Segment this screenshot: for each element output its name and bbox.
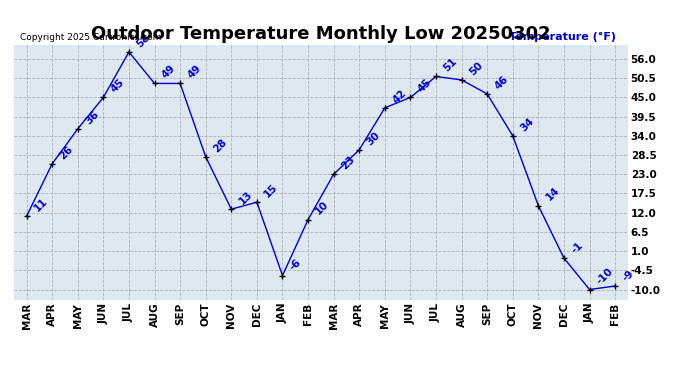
Text: 13: 13 bbox=[237, 189, 254, 206]
Text: Copyright 2025 Curtronics.com: Copyright 2025 Curtronics.com bbox=[20, 33, 161, 42]
Text: 36: 36 bbox=[83, 109, 101, 126]
Text: 58: 58 bbox=[135, 32, 152, 49]
Text: 45: 45 bbox=[109, 77, 126, 94]
Text: 23: 23 bbox=[339, 154, 357, 171]
Text: 10: 10 bbox=[314, 200, 331, 217]
Text: 50: 50 bbox=[467, 60, 484, 77]
Text: 26: 26 bbox=[58, 144, 75, 161]
Text: 11: 11 bbox=[32, 196, 50, 213]
Text: 28: 28 bbox=[211, 136, 228, 154]
Text: 46: 46 bbox=[493, 74, 510, 91]
Text: 34: 34 bbox=[518, 116, 535, 133]
Text: 45: 45 bbox=[416, 77, 433, 94]
Title: Outdoor Temperature Monthly Low 20250302: Outdoor Temperature Monthly Low 20250302 bbox=[91, 26, 551, 44]
Text: 15: 15 bbox=[262, 182, 279, 200]
Text: 49: 49 bbox=[186, 63, 203, 81]
Text: 14: 14 bbox=[544, 186, 561, 203]
Text: -6: -6 bbox=[288, 258, 303, 273]
Text: -10: -10 bbox=[595, 266, 615, 287]
Text: 30: 30 bbox=[365, 130, 382, 147]
Text: 51: 51 bbox=[442, 56, 459, 74]
Text: -9: -9 bbox=[621, 268, 635, 283]
Text: Temperature (°F): Temperature (°F) bbox=[509, 32, 615, 42]
Text: 49: 49 bbox=[160, 63, 177, 81]
Text: -1: -1 bbox=[569, 240, 584, 255]
Text: 42: 42 bbox=[391, 88, 408, 105]
